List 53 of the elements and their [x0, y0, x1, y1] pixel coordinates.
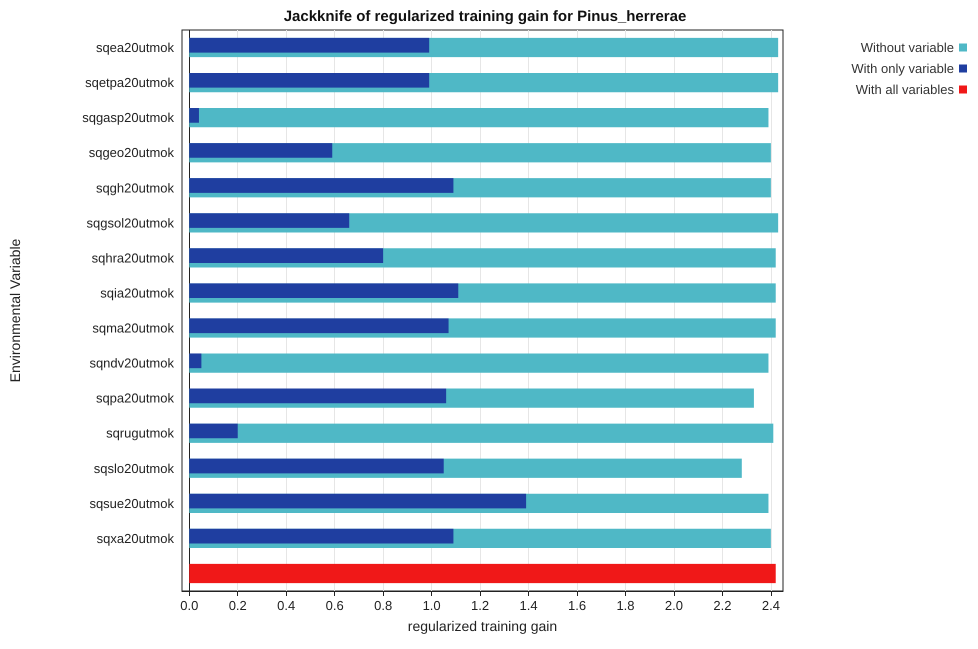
bar: [189, 353, 768, 373]
bar: [189, 424, 238, 438]
x-tick-label: 0.4: [277, 598, 296, 613]
legend-label: With all variables: [856, 82, 954, 97]
bar: [189, 143, 332, 158]
x-axis-title: regularized training gain: [408, 618, 558, 634]
bar: [189, 564, 776, 584]
bar: [189, 318, 449, 334]
x-tick-label: 0.8: [374, 598, 392, 613]
legend-label: With only variable: [851, 61, 954, 76]
y-tick-label: sqpa20utmok: [96, 390, 174, 406]
chart-title: Jackknife of regularized training gain for Pinus_herrerae: [284, 8, 686, 25]
bar: [189, 108, 768, 128]
x-tick-label: 1.0: [422, 598, 441, 613]
y-tick-label: sqma20utmok: [92, 320, 174, 336]
x-tick-label: 1.2: [471, 598, 490, 613]
bar: [189, 248, 384, 263]
bar: [189, 213, 350, 228]
bar: [189, 38, 430, 53]
y-tick-label: sqgh20utmok: [96, 180, 174, 196]
y-tick-label: sqrugutmok: [106, 426, 174, 441]
x-tick-label: 2.4: [762, 598, 780, 613]
bar: [189, 178, 454, 193]
x-tick-label: 0.0: [180, 598, 198, 613]
y-tick-label: sqxa20utmok: [96, 530, 174, 546]
bar: [189, 108, 199, 123]
bar: [189, 458, 444, 474]
y-axis-title: Environmental Variable: [7, 238, 23, 382]
y-tick-label: sqgeo20utmok: [88, 145, 174, 160]
y-tick-label: sqgsol20utmok: [86, 215, 174, 230]
bar: [189, 424, 774, 443]
y-tick-label: sqea20utmok: [96, 40, 174, 56]
bar: [189, 494, 526, 508]
bar: [189, 353, 202, 368]
bar: [189, 283, 458, 298]
x-tick-label: 0.2: [228, 598, 247, 613]
x-tick-label: 1.6: [568, 598, 586, 613]
y-tick-label: sqsue20utmok: [89, 496, 174, 511]
x-tick-label: 1.4: [520, 598, 538, 613]
y-tick-label: sqslo20utmok: [94, 460, 174, 476]
legend-label: Without variable: [860, 40, 954, 55]
x-tick-label: 1.8: [616, 598, 635, 613]
y-tick-label: sqndv20utmok: [89, 356, 174, 371]
y-tick-label: sqetpa20utmok: [85, 75, 174, 90]
x-tick-label: 2.2: [713, 598, 732, 613]
bar: [189, 72, 430, 88]
bar: [189, 388, 446, 404]
y-tick-label: sqia20utmok: [100, 285, 174, 300]
y-tick-label: sqgasp20utmok: [82, 110, 174, 126]
y-tick-label: sqhra20utmok: [92, 250, 174, 266]
x-tick-label: 2.0: [664, 598, 683, 613]
bar: [189, 528, 454, 544]
x-tick-label: 0.6: [326, 598, 344, 613]
